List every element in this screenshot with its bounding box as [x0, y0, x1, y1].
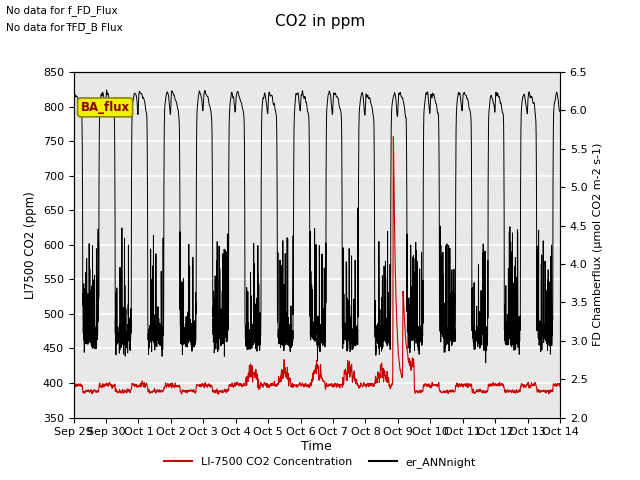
Text: CO2 in ppm: CO2 in ppm — [275, 14, 365, 29]
Y-axis label: LI7500 CO2 (ppm): LI7500 CO2 (ppm) — [24, 191, 37, 299]
Text: No data for f_FD_Flux: No data for f_FD_Flux — [6, 5, 118, 16]
X-axis label: Time: Time — [301, 440, 332, 453]
Y-axis label: FD Chamberflux (μmol CO2 m-2 s-1): FD Chamberflux (μmol CO2 m-2 s-1) — [593, 143, 603, 347]
Text: BA_flux: BA_flux — [81, 101, 130, 114]
Legend: LI-7500 CO2 Concentration, er_ANNnight: LI-7500 CO2 Concentration, er_ANNnight — [160, 452, 480, 472]
Text: No data for f̅FD̅_B Flux: No data for f̅FD̅_B Flux — [6, 22, 123, 33]
